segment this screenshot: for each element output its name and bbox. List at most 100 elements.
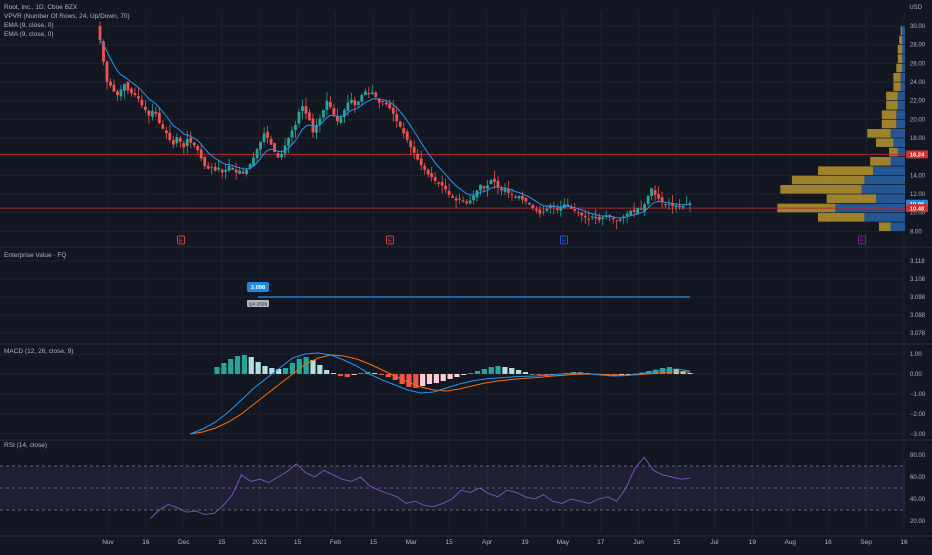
candle-body: [329, 101, 332, 108]
time-label: 15: [294, 539, 302, 546]
candle-body: [175, 137, 179, 144]
candle-body: [273, 143, 276, 152]
candle: [440, 175, 444, 194]
candle: [262, 127, 266, 145]
time-label: 17: [597, 539, 605, 546]
macd-histogram-bar: [262, 366, 268, 374]
candle-body: [528, 203, 531, 205]
candle-body: [615, 220, 619, 222]
candle-body: [395, 114, 399, 122]
candle-body: [402, 128, 406, 134]
macd-pane-title[interactable]: MACD (12, 26, close, 9): [4, 348, 74, 355]
candle: [109, 78, 112, 89]
macd-histogram-bar: [426, 374, 433, 384]
candle-body: [213, 166, 217, 171]
price-tick-label: 28.00: [910, 43, 926, 49]
macd-histogram-bar: [488, 367, 494, 374]
candle: [538, 205, 542, 218]
earnings-marker[interactable]: E: [386, 235, 394, 245]
ev-sub-label: Q4 2020: [249, 302, 268, 308]
candle-body: [154, 111, 158, 114]
earnings-marker[interactable]: E: [177, 235, 185, 245]
candle: [674, 203, 678, 213]
main-legend: Root, Inc., 1D, Cboe BZX VPVR (Number Of…: [4, 3, 130, 39]
vp-bar-up: [902, 54, 905, 63]
candle-body: [534, 209, 538, 211]
earnings-marker-label: E: [562, 238, 566, 244]
candle: [444, 178, 448, 194]
earnings-marker[interactable]: E: [858, 235, 866, 245]
vp-bar-down: [893, 73, 901, 82]
earnings-marker-box: [560, 235, 568, 245]
ema-legend-2[interactable]: EMA (9, close, 0): [4, 31, 54, 38]
candle-body: [266, 131, 269, 138]
vp-bar-up: [861, 185, 905, 194]
candle-body: [217, 167, 221, 170]
candle: [325, 92, 329, 116]
macd-histogram-bar: [310, 360, 316, 374]
candle-body: [224, 169, 228, 172]
symbol-title[interactable]: Root, Inc., 1D, Cboe BZX: [4, 4, 78, 11]
candle-body: [308, 112, 311, 121]
candle: [573, 203, 577, 214]
candle: [363, 88, 367, 96]
candle-body: [632, 209, 636, 212]
candle: [426, 168, 430, 178]
price-tick-label: 12.00: [910, 192, 926, 198]
macd-histogram-bar: [234, 356, 241, 374]
candle-body: [426, 169, 430, 175]
rsi-pane-title[interactable]: RSI (14, close): [4, 442, 47, 449]
candle-body: [391, 107, 395, 114]
time-label: Mar: [406, 539, 418, 546]
candle-body: [405, 131, 409, 140]
candle: [105, 60, 109, 90]
candle-body: [168, 132, 172, 140]
macd-histogram-bar: [324, 370, 330, 374]
candle: [210, 163, 214, 175]
candle: [391, 100, 395, 122]
vp-bar-down: [897, 45, 903, 54]
candle: [493, 170, 496, 189]
candle-body: [384, 102, 388, 105]
grid-lines: [0, 12, 905, 532]
candle: [486, 179, 489, 197]
candle: [646, 194, 650, 206]
candle: [590, 214, 594, 221]
candle-body: [514, 196, 517, 198]
candle: [206, 161, 210, 170]
candle-body: [363, 91, 367, 96]
ev-sub-bg: [247, 300, 269, 307]
ema-legend-1[interactable]: EMA (9, close, 0): [4, 22, 54, 29]
time-label: Dec: [178, 539, 190, 546]
candle: [220, 168, 224, 179]
vp-bar-down: [878, 222, 891, 231]
candle: [123, 83, 126, 99]
candle: [161, 120, 165, 130]
candle: [168, 124, 172, 143]
candle-body: [248, 164, 252, 169]
vpvr-legend[interactable]: VPVR (Number Of Rows, 24, Up/Down, 70): [4, 13, 130, 20]
candle-body: [447, 190, 451, 195]
candle-body: [220, 169, 224, 173]
candle-body: [482, 186, 486, 189]
candle-body: [189, 137, 193, 143]
macd-tick-label: 0.00: [910, 372, 922, 378]
enterprise-value-pane: 3.098 Q4 2020: [0, 260, 905, 334]
candle: [353, 96, 357, 113]
candle-body: [545, 208, 549, 211]
vp-bar-up: [873, 166, 905, 175]
earnings-marker[interactable]: E: [560, 235, 568, 245]
time-label: Nov: [102, 539, 114, 546]
candle-body: [231, 167, 235, 170]
vp-bar-down: [791, 175, 865, 185]
ev-pane-title[interactable]: Enterprise Value · FQ: [4, 252, 67, 259]
candle-body: [126, 82, 130, 91]
vp-bar-down: [899, 35, 903, 45]
candle-body: [548, 205, 552, 208]
candle-body: [430, 173, 434, 178]
macd-histogram-bar: [248, 357, 254, 374]
candle: [489, 178, 493, 185]
candle-body: [576, 212, 580, 214]
